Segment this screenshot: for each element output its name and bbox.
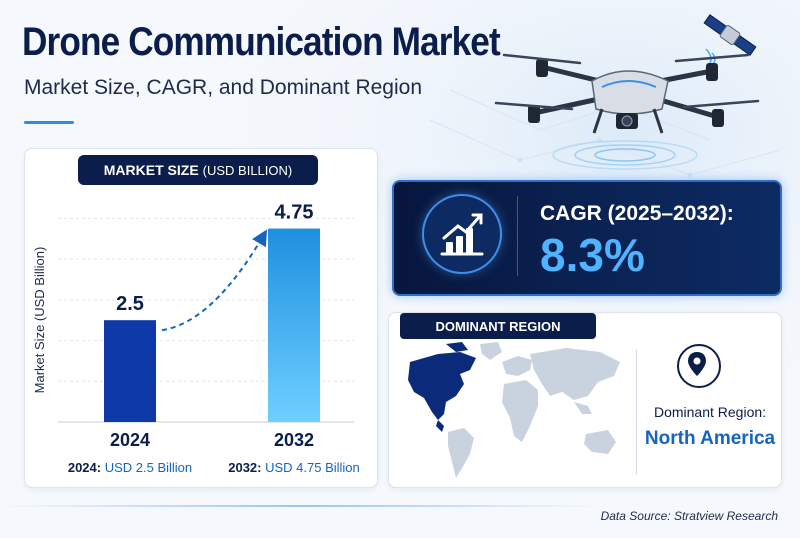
growth-arrow xyxy=(161,229,268,332)
market-size-header-unit: (USD BILLION) xyxy=(202,162,293,178)
y-axis-label: Market Size (USD Billion) xyxy=(32,247,47,394)
location-pin-icon xyxy=(677,344,721,388)
bar-value-label: 4.75 xyxy=(275,202,314,224)
bar-caption: 2032: USD 4.75 Billion xyxy=(228,460,360,475)
x-tick-label: 2032 xyxy=(274,430,314,450)
drone-illustration xyxy=(494,14,760,170)
dominant-region-value: North America xyxy=(644,428,776,449)
bar-caption: 2024: USD 2.5 Billion xyxy=(68,460,192,475)
bar-2032 xyxy=(268,228,320,422)
data-source: Data Source: Stratview Research xyxy=(600,509,778,523)
market-size-header-label: MARKET SIZE xyxy=(103,162,199,178)
bar-2024 xyxy=(104,320,156,422)
page-subtitle: Market Size, CAGR, and Dominant Region xyxy=(24,76,423,99)
north-america-shape xyxy=(408,352,476,420)
world-map xyxy=(408,342,620,478)
dominant-region-header: DOMINANT REGION xyxy=(400,313,596,339)
cagr-value: 8.3% xyxy=(540,229,645,281)
satellite-icon xyxy=(703,14,757,56)
footer-rule xyxy=(0,505,600,507)
title-underline xyxy=(24,121,74,124)
x-tick-label: 2024 xyxy=(110,430,150,450)
cagr-divider xyxy=(517,196,518,276)
growth-chart-icon xyxy=(424,196,500,272)
market-size-header: MARKET SIZE (USD BILLION) xyxy=(78,155,318,185)
dominant-region-label: Dominant Region: xyxy=(653,404,767,420)
bar-value-label: 2.5 xyxy=(116,293,144,315)
page-title: Drone Communication Market xyxy=(22,20,501,64)
dominant-region-divider xyxy=(636,350,637,474)
market-size-bar-chart: Market Size (USD Billion) 2.5 2024 2024: US… xyxy=(32,202,360,475)
cagr-label: CAGR (2025–2032): xyxy=(540,202,734,225)
